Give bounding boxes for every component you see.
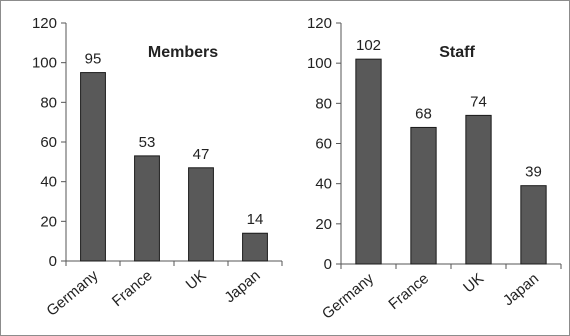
category-label: Japan xyxy=(221,267,263,306)
data-label: 95 xyxy=(85,51,102,68)
chart-title: Members xyxy=(148,44,218,61)
bar xyxy=(242,232,268,262)
bar xyxy=(80,72,106,262)
members-chart: Members 0 20 40 60 80 100 120 95 Germany 53 France… xyxy=(32,15,283,320)
staff-chart: Staff 0 20 40 60 80 100 120 102 Germany 68 France 7… xyxy=(307,15,562,323)
data-label: 14 xyxy=(247,211,264,228)
y-tick-label: 100 xyxy=(307,55,332,72)
data-label: 102 xyxy=(356,37,381,54)
y-tick-label: 0 xyxy=(49,253,57,270)
y-tick-label: 80 xyxy=(40,94,57,111)
category-label: Japan xyxy=(500,270,542,309)
bar xyxy=(520,185,547,265)
bar xyxy=(355,58,382,265)
data-label: 68 xyxy=(415,105,432,122)
bar xyxy=(410,126,437,265)
bar xyxy=(188,167,214,262)
y-tick-label: 100 xyxy=(32,55,57,72)
chart-title: Staff xyxy=(439,44,475,61)
y-tick-label: 0 xyxy=(324,256,332,273)
category-label: France xyxy=(385,270,432,313)
y-tick-label: 20 xyxy=(315,216,332,233)
y-tick-label: 120 xyxy=(307,15,332,32)
data-label: 39 xyxy=(525,164,542,181)
data-label: 53 xyxy=(139,134,156,151)
category-label: France xyxy=(109,267,156,310)
category-label: Germany xyxy=(43,267,102,320)
y-tick-label: 40 xyxy=(40,174,57,191)
y-tick-label: 20 xyxy=(40,213,57,230)
bar xyxy=(134,155,160,262)
data-label: 74 xyxy=(470,93,487,110)
y-tick-label: 120 xyxy=(32,15,57,32)
category-label: UK xyxy=(460,270,487,296)
data-label: 47 xyxy=(193,146,210,163)
category-label: UK xyxy=(183,267,210,293)
y-tick-label: 80 xyxy=(315,95,332,112)
bar xyxy=(465,114,492,265)
y-tick-label: 40 xyxy=(315,176,332,193)
y-tick-label: 60 xyxy=(315,136,332,153)
category-label: Germany xyxy=(319,270,378,323)
y-tick-label: 60 xyxy=(40,134,57,151)
